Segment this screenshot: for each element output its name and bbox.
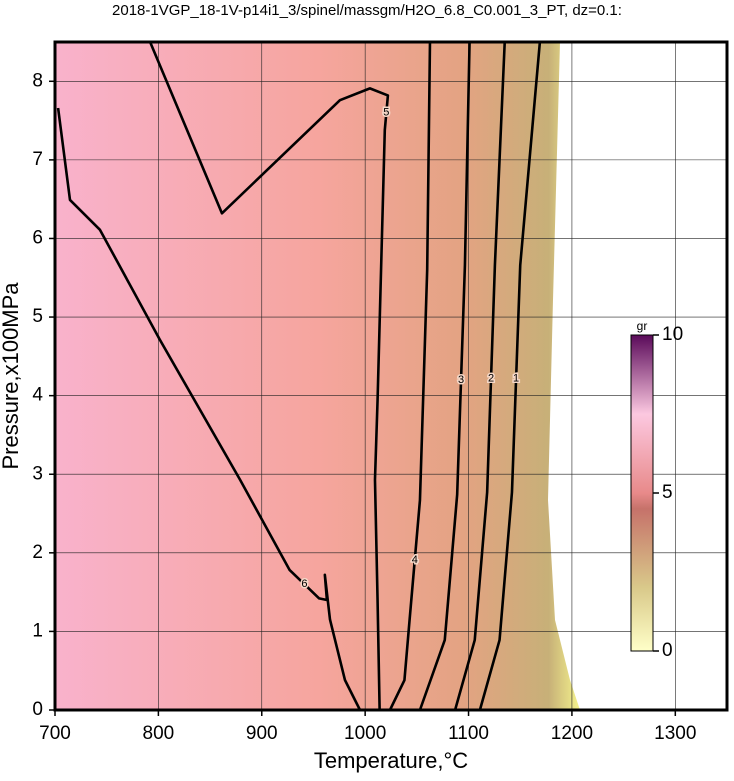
y-tick-label: 7	[32, 149, 43, 170]
colorbar	[630, 334, 654, 652]
colorbar-tick-label: 5	[662, 482, 673, 503]
contour-line	[148, 41, 390, 711]
contour-line	[56, 107, 362, 711]
y-tick-label: 8	[32, 70, 43, 91]
chart-title: 2018-1VGP_18-1V-p14i1_3/spinel/massgm/H2…	[112, 2, 622, 19]
contour-line	[453, 41, 507, 711]
x-tick-label: 900	[246, 723, 278, 744]
phase-field	[55, 42, 580, 710]
y-tick-label: 4	[32, 385, 43, 406]
y-tick-label: 2	[32, 542, 43, 563]
x-tick-label: 700	[39, 723, 71, 744]
colorbar-tick-label: 0	[662, 640, 673, 661]
contour-line	[418, 41, 471, 711]
colorbar-label: gr	[637, 319, 648, 333]
colorbar-tick-label: 10	[662, 324, 683, 345]
contour-label: 4	[412, 554, 418, 566]
contour-line	[388, 41, 432, 711]
contour-label: 6	[301, 578, 307, 590]
x-tick-label: 1000	[344, 723, 386, 744]
y-tick-label: 1	[32, 620, 43, 641]
contour-label: 3	[458, 374, 464, 386]
x-tick-label: 1300	[654, 723, 696, 744]
y-tick-label: 6	[32, 227, 43, 248]
y-tick-label: 5	[32, 306, 43, 327]
x-tick-label: 1200	[551, 723, 593, 744]
contour-label: 1	[513, 373, 519, 385]
contour-label: 2	[488, 373, 494, 385]
plot-frame	[53, 40, 729, 712]
x-tick-label: 1100	[448, 723, 489, 744]
x-tick-label: 800	[143, 723, 175, 744]
y-tick-label: 3	[32, 463, 43, 484]
x-axis-label: Temperature,°C	[314, 748, 468, 773]
y-tick-label: 0	[32, 699, 43, 720]
contour-line	[478, 41, 542, 711]
contour-label: 5	[383, 107, 389, 119]
y-axis-label: Pressure,x100MPa	[0, 282, 23, 470]
